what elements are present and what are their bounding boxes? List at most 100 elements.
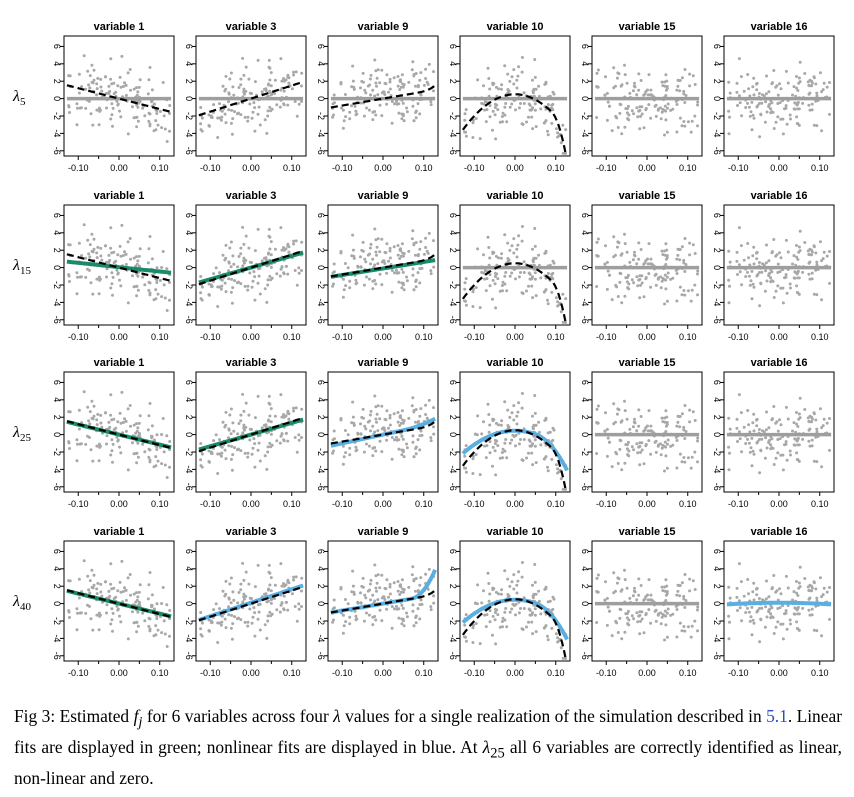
data-point [649,424,653,428]
data-point [115,99,119,103]
data-point [373,446,377,449]
data-point [647,439,651,443]
data-point [363,88,367,92]
data-point [496,277,500,281]
data-point [795,244,798,247]
data-point [776,438,780,441]
data-point [244,425,248,429]
data-point [693,419,697,422]
data-point [623,630,627,634]
data-point [501,280,505,284]
data-point [124,83,128,87]
data-point [247,413,251,417]
data-point [165,267,169,271]
data-point [168,298,171,302]
data-point [231,286,235,290]
data-point [373,227,377,231]
data-point [533,277,537,281]
data-point [332,598,336,602]
caption-section-link[interactable]: 5.1 [766,706,788,726]
data-point [795,115,799,119]
panel-title: variable 15 [619,21,676,33]
data-point [485,108,489,112]
data-point [644,426,648,430]
data-point [789,117,792,121]
data-point [387,259,390,263]
truth-line [330,84,436,109]
data-point [735,417,739,421]
data-point [387,426,390,430]
data-point [503,449,507,453]
data-point [784,238,788,242]
data-point [472,454,475,458]
data-point [625,107,629,111]
data-point [168,281,171,284]
data-point [623,399,626,403]
data-point [550,439,554,443]
data-point [739,244,743,248]
x-tick-label: 0.00 [374,499,392,509]
y-tick-label: 6 [448,549,458,554]
data-point [148,291,152,295]
data-point [227,436,230,440]
data-point [155,266,159,270]
data-point [126,637,130,641]
data-point [810,613,814,617]
data-point [770,437,774,441]
y-tick-label: 4 [712,566,722,571]
data-point [808,247,812,251]
data-point [533,244,537,248]
data-point [398,257,402,260]
data-point [758,304,762,308]
data-point [728,596,732,600]
data-point [683,404,687,407]
data-point [696,608,699,612]
data-point [432,432,436,436]
data-point [383,429,387,432]
data-point [649,452,653,456]
data-point [644,276,648,279]
data-point [686,625,690,629]
data-point [678,258,682,262]
data-point [293,605,297,608]
data-point [666,438,670,442]
data-point [487,599,491,603]
data-point [632,84,636,88]
data-point [136,119,140,123]
data-point [236,265,240,269]
data-point [493,442,497,445]
data-point [807,252,811,256]
fit-line [461,428,569,472]
data-point [88,579,92,583]
data-point [396,84,400,88]
data-point [378,439,382,443]
data-point [755,610,759,614]
data-point [556,467,560,471]
y-tick-label: 2 [448,79,458,84]
data-point [373,563,377,567]
x-tick-label: -0.10 [332,163,353,173]
data-point [755,586,759,590]
data-point [97,628,101,632]
data-point [252,606,256,610]
data-point [352,421,356,425]
x-tick-label: 0.00 [374,332,392,342]
data-point [92,583,96,587]
data-point [727,416,731,420]
data-point [635,262,639,266]
x-tick-label: 0.00 [110,332,128,342]
data-point [746,270,749,274]
data-point [746,606,749,610]
data-point [143,450,147,454]
data-point [414,72,418,75]
data-point [744,275,748,278]
x-tick-label: -0.10 [596,499,617,509]
data-point [385,607,389,611]
data-point [407,249,411,253]
y-tick-label: 6 [184,549,194,554]
data-point [414,577,418,580]
data-point [341,126,345,130]
data-point [332,449,335,453]
data-point [798,396,802,400]
